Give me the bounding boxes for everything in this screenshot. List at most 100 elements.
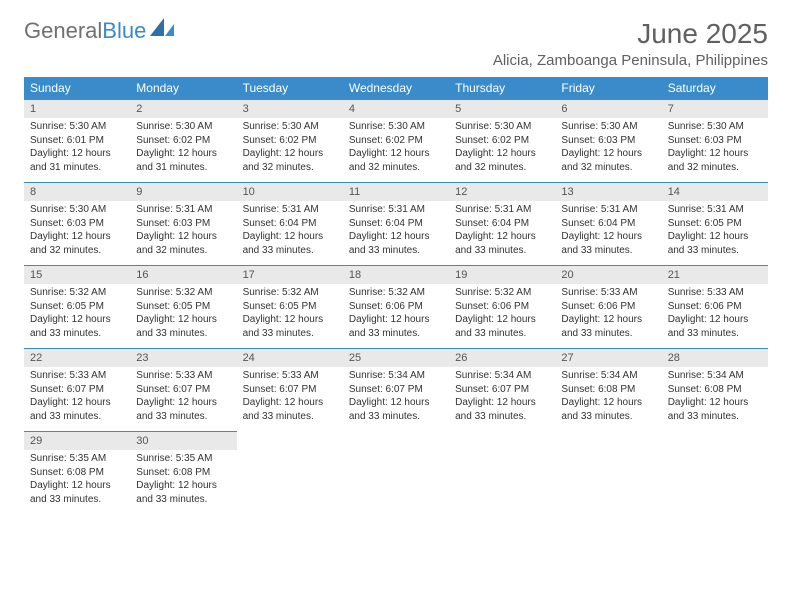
day-detail-cell	[662, 450, 768, 514]
day-detail-row: Sunrise: 5:30 AMSunset: 6:03 PMDaylight:…	[24, 201, 768, 266]
day-number-cell: 26	[449, 349, 555, 368]
sunrise-text: Sunrise: 5:34 AM	[668, 369, 762, 383]
day-detail-cell: Sunrise: 5:32 AMSunset: 6:06 PMDaylight:…	[449, 284, 555, 349]
sunrise-text: Sunrise: 5:31 AM	[243, 203, 337, 217]
day-number-cell: 29	[24, 432, 130, 451]
day-detail-cell: Sunrise: 5:31 AMSunset: 6:03 PMDaylight:…	[130, 201, 236, 266]
sunrise-text: Sunrise: 5:30 AM	[30, 120, 124, 134]
daylight-text: Daylight: 12 hours	[455, 147, 549, 161]
sunset-text: Sunset: 6:07 PM	[243, 383, 337, 397]
daylight-text: Daylight: 12 hours	[136, 147, 230, 161]
weekday-header: Tuesday	[237, 77, 343, 100]
daylight-text: and 33 minutes.	[561, 327, 655, 341]
logo-text-gray: General	[24, 18, 102, 44]
daylight-text: and 33 minutes.	[455, 244, 549, 258]
daylight-text: Daylight: 12 hours	[243, 396, 337, 410]
day-detail-cell: Sunrise: 5:34 AMSunset: 6:07 PMDaylight:…	[449, 367, 555, 432]
daylight-text: and 33 minutes.	[30, 327, 124, 341]
day-detail-cell	[555, 450, 661, 514]
day-number-cell: 2	[130, 100, 236, 119]
day-number-cell	[662, 432, 768, 451]
sunrise-text: Sunrise: 5:30 AM	[243, 120, 337, 134]
day-number-cell: 19	[449, 266, 555, 285]
day-detail-cell: Sunrise: 5:33 AMSunset: 6:07 PMDaylight:…	[24, 367, 130, 432]
day-detail-cell: Sunrise: 5:35 AMSunset: 6:08 PMDaylight:…	[130, 450, 236, 514]
sunset-text: Sunset: 6:08 PM	[30, 466, 124, 480]
daylight-text: Daylight: 12 hours	[349, 313, 443, 327]
daylight-text: and 33 minutes.	[136, 410, 230, 424]
sunset-text: Sunset: 6:07 PM	[136, 383, 230, 397]
sunset-text: Sunset: 6:03 PM	[668, 134, 762, 148]
daylight-text: and 33 minutes.	[243, 410, 337, 424]
day-detail-row: Sunrise: 5:35 AMSunset: 6:08 PMDaylight:…	[24, 450, 768, 514]
day-detail-cell: Sunrise: 5:31 AMSunset: 6:04 PMDaylight:…	[449, 201, 555, 266]
day-number-cell: 22	[24, 349, 130, 368]
sunrise-text: Sunrise: 5:30 AM	[668, 120, 762, 134]
sunrise-text: Sunrise: 5:33 AM	[561, 286, 655, 300]
day-detail-cell: Sunrise: 5:34 AMSunset: 6:08 PMDaylight:…	[662, 367, 768, 432]
day-detail-cell: Sunrise: 5:34 AMSunset: 6:07 PMDaylight:…	[343, 367, 449, 432]
sunrise-text: Sunrise: 5:31 AM	[668, 203, 762, 217]
daylight-text: and 33 minutes.	[349, 244, 443, 258]
daylight-text: and 32 minutes.	[30, 244, 124, 258]
daylight-text: Daylight: 12 hours	[30, 313, 124, 327]
daylight-text: Daylight: 12 hours	[243, 230, 337, 244]
day-detail-cell: Sunrise: 5:34 AMSunset: 6:08 PMDaylight:…	[555, 367, 661, 432]
sunset-text: Sunset: 6:02 PM	[455, 134, 549, 148]
logo: GeneralBlue	[24, 18, 176, 44]
sunrise-text: Sunrise: 5:31 AM	[136, 203, 230, 217]
daylight-text: Daylight: 12 hours	[668, 396, 762, 410]
sunrise-text: Sunrise: 5:33 AM	[30, 369, 124, 383]
day-number-cell: 1	[24, 100, 130, 119]
day-detail-cell: Sunrise: 5:30 AMSunset: 6:03 PMDaylight:…	[662, 118, 768, 183]
daylight-text: and 33 minutes.	[243, 327, 337, 341]
day-number-cell: 24	[237, 349, 343, 368]
weekday-header: Friday	[555, 77, 661, 100]
daylight-text: Daylight: 12 hours	[30, 479, 124, 493]
sunset-text: Sunset: 6:03 PM	[561, 134, 655, 148]
day-detail-cell: Sunrise: 5:31 AMSunset: 6:04 PMDaylight:…	[237, 201, 343, 266]
sunrise-text: Sunrise: 5:32 AM	[455, 286, 549, 300]
sunrise-text: Sunrise: 5:31 AM	[349, 203, 443, 217]
sunrise-text: Sunrise: 5:32 AM	[136, 286, 230, 300]
weekday-header-row: Sunday Monday Tuesday Wednesday Thursday…	[24, 77, 768, 100]
day-detail-row: Sunrise: 5:33 AMSunset: 6:07 PMDaylight:…	[24, 367, 768, 432]
day-detail-cell: Sunrise: 5:30 AMSunset: 6:02 PMDaylight:…	[449, 118, 555, 183]
sunset-text: Sunset: 6:01 PM	[30, 134, 124, 148]
sunset-text: Sunset: 6:06 PM	[455, 300, 549, 314]
daylight-text: and 33 minutes.	[30, 410, 124, 424]
sunset-text: Sunset: 6:05 PM	[668, 217, 762, 231]
day-detail-cell: Sunrise: 5:31 AMSunset: 6:04 PMDaylight:…	[555, 201, 661, 266]
day-number-cell: 5	[449, 100, 555, 119]
day-detail-cell: Sunrise: 5:30 AMSunset: 6:02 PMDaylight:…	[130, 118, 236, 183]
daylight-text: and 33 minutes.	[349, 327, 443, 341]
day-number-cell: 17	[237, 266, 343, 285]
daylight-text: Daylight: 12 hours	[561, 313, 655, 327]
weekday-header: Thursday	[449, 77, 555, 100]
daylight-text: and 32 minutes.	[455, 161, 549, 175]
day-number-cell	[555, 432, 661, 451]
sunrise-text: Sunrise: 5:32 AM	[349, 286, 443, 300]
daylight-text: Daylight: 12 hours	[455, 230, 549, 244]
daylight-text: Daylight: 12 hours	[349, 147, 443, 161]
day-number-row: 15161718192021	[24, 266, 768, 285]
sunset-text: Sunset: 6:03 PM	[136, 217, 230, 231]
sunset-text: Sunset: 6:02 PM	[136, 134, 230, 148]
day-number-cell: 4	[343, 100, 449, 119]
day-number-cell: 10	[237, 183, 343, 202]
day-detail-cell: Sunrise: 5:30 AMSunset: 6:03 PMDaylight:…	[555, 118, 661, 183]
daylight-text: Daylight: 12 hours	[561, 396, 655, 410]
day-detail-cell: Sunrise: 5:32 AMSunset: 6:06 PMDaylight:…	[343, 284, 449, 349]
daylight-text: Daylight: 12 hours	[561, 230, 655, 244]
weekday-header: Monday	[130, 77, 236, 100]
sunset-text: Sunset: 6:06 PM	[668, 300, 762, 314]
daylight-text: and 33 minutes.	[455, 410, 549, 424]
day-number-cell: 9	[130, 183, 236, 202]
daylight-text: and 33 minutes.	[668, 244, 762, 258]
daylight-text: Daylight: 12 hours	[30, 147, 124, 161]
sunset-text: Sunset: 6:05 PM	[30, 300, 124, 314]
sunrise-text: Sunrise: 5:30 AM	[136, 120, 230, 134]
day-number-row: 2930	[24, 432, 768, 451]
calendar-table: Sunday Monday Tuesday Wednesday Thursday…	[24, 77, 768, 514]
sunset-text: Sunset: 6:04 PM	[243, 217, 337, 231]
